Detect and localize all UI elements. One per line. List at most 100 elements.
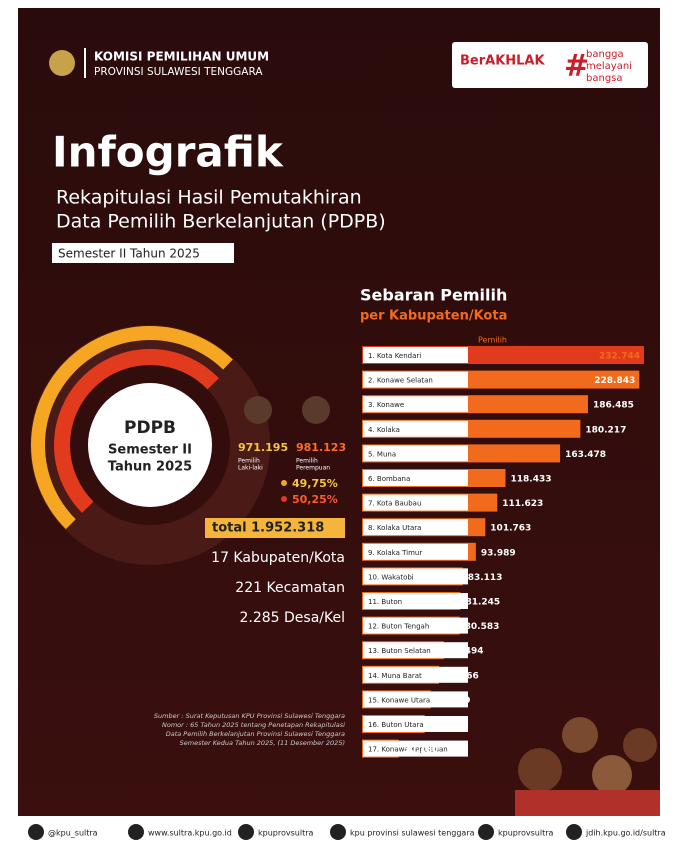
total-box bbox=[205, 518, 345, 538]
social-icon bbox=[238, 824, 254, 840]
value-label: 81.245 bbox=[465, 598, 500, 608]
badge: BerAKHLAK bbox=[460, 54, 545, 69]
category-box bbox=[363, 470, 468, 486]
value-label: 83.113 bbox=[468, 573, 503, 583]
social-handle: jdih.kpu.go.id/sultra bbox=[585, 829, 666, 838]
ring bbox=[30, 325, 270, 565]
chart-subtitle: per Kabupaten/Kota bbox=[360, 309, 507, 324]
social-handle: www.sultra.kpu.go.id bbox=[148, 829, 232, 838]
center-text: Tahun 2025 bbox=[108, 460, 192, 475]
category-box bbox=[363, 691, 468, 708]
fact: 2.285 Desa/Kel bbox=[240, 610, 346, 626]
social-handle: kpuprovsultra bbox=[258, 829, 313, 838]
male-caption: Laki-laki bbox=[238, 465, 263, 472]
social-handle: kpuprovsultra bbox=[498, 829, 553, 838]
source: Semester Kedua Tahun 2025, (11 Desember … bbox=[180, 739, 345, 747]
category-label: 1. Kota Kendari bbox=[368, 352, 421, 360]
subtitle: Rekapitulasi Hasil Pemutakhiran bbox=[56, 187, 362, 209]
chart-title: Sebaran Pemilih bbox=[360, 286, 507, 305]
fact: 221 Kecamatan bbox=[235, 580, 345, 596]
male-count: 971.195 bbox=[238, 441, 288, 454]
social-icon bbox=[128, 824, 144, 840]
value-label: 30.180 bbox=[404, 745, 439, 755]
value-label: 80.583 bbox=[465, 622, 500, 632]
category-box bbox=[363, 543, 468, 560]
female-arc bbox=[53, 348, 219, 513]
category-label: 3. Konawe bbox=[368, 401, 404, 409]
category-box bbox=[363, 445, 468, 462]
social-icon bbox=[566, 824, 582, 840]
category-box bbox=[363, 420, 468, 437]
value-label: 180.217 bbox=[585, 425, 626, 435]
ring-track bbox=[30, 325, 270, 565]
category-box bbox=[363, 568, 468, 585]
source: Sumber : Surat Keputusan KPU Provinsi Su… bbox=[154, 712, 345, 720]
value-label: 56.739 bbox=[436, 696, 471, 706]
social-icon bbox=[28, 824, 44, 840]
category-label: 11. Buton bbox=[368, 598, 402, 606]
category-label: 16. Buton Utara bbox=[368, 721, 424, 729]
slogan: bangsa bbox=[586, 73, 623, 84]
category-label: 8. Kolaka Utara bbox=[368, 524, 421, 532]
social-icon bbox=[330, 824, 346, 840]
male-arc bbox=[31, 326, 233, 530]
category-label: 12. Buton Tengah bbox=[368, 623, 429, 631]
category-label: 10. Wakatobi bbox=[368, 573, 414, 581]
source: Data Pemilih Berkelanjutan Provinsi Sula… bbox=[166, 730, 345, 738]
social-icon bbox=[478, 824, 494, 840]
value-label: 51.813 bbox=[430, 721, 465, 731]
divider bbox=[84, 48, 86, 78]
category-box bbox=[363, 617, 468, 634]
female-percent: 50,25% bbox=[292, 493, 338, 506]
org: KOMISI PEMILIHAN UMUM bbox=[94, 50, 269, 64]
category-label: 9. Kolaka Timur bbox=[368, 549, 422, 557]
badge-box bbox=[452, 42, 648, 88]
female-count: 981.123 bbox=[296, 441, 346, 454]
category-box bbox=[363, 519, 468, 536]
value-label: 228.843 bbox=[594, 376, 635, 386]
people-illustration bbox=[515, 717, 660, 816]
center-text: PDPB bbox=[124, 418, 176, 438]
category-label: 14. Muna Barat bbox=[368, 672, 422, 680]
period: Semester II Tahun 2025 bbox=[58, 247, 200, 261]
category-label: 17. Konawe Kepulauan bbox=[368, 746, 448, 754]
title: Infografik bbox=[52, 128, 284, 177]
value-label: 101.763 bbox=[490, 524, 531, 534]
slogan: bangga bbox=[586, 49, 624, 60]
category-label: 15. Konawe Utara bbox=[368, 696, 430, 704]
category-label: 13. Buton Selatan bbox=[368, 647, 431, 655]
male-dot bbox=[281, 480, 287, 486]
female-dot bbox=[281, 496, 287, 502]
value-label: 163.478 bbox=[565, 450, 606, 460]
value-label: 186.485 bbox=[593, 401, 634, 411]
source: Nomor : 65 Tahun 2025 tentang Penetapan … bbox=[162, 721, 345, 729]
category-label: 5. Muna bbox=[368, 450, 396, 458]
value-label: 63.566 bbox=[444, 671, 479, 681]
bar-chart: 1. Kota Kendari 232.744 2. Konawe Selatan 2… bbox=[362, 346, 644, 758]
center-text: Semester II bbox=[108, 443, 192, 458]
category-box bbox=[363, 494, 468, 511]
value-label: 93.989 bbox=[481, 548, 516, 558]
category-box bbox=[363, 716, 468, 732]
center-disc bbox=[88, 383, 212, 507]
category-label: 7. Kota Baubau bbox=[368, 500, 421, 508]
category-box bbox=[363, 740, 468, 757]
male-caption: Pemilih bbox=[238, 458, 260, 465]
value-axis-label: Pemilih bbox=[478, 336, 507, 345]
value-label: 67.494 bbox=[449, 647, 484, 657]
category-box bbox=[363, 396, 468, 413]
value-label: 111.623 bbox=[502, 499, 543, 509]
category-box bbox=[363, 666, 468, 683]
hash: # bbox=[564, 49, 589, 84]
category-label: 4. Kolaka bbox=[368, 426, 400, 434]
category-label: 6. Bombana bbox=[368, 475, 410, 483]
value-label: 232.744 bbox=[599, 352, 640, 362]
fact: 17 Kabupaten/Kota bbox=[211, 550, 345, 566]
period-box bbox=[52, 243, 234, 263]
social-handle: @kpu_sultra bbox=[48, 829, 98, 838]
female-caption: Perempuan bbox=[296, 465, 330, 472]
logo bbox=[49, 50, 75, 76]
male-icon bbox=[244, 396, 272, 424]
footer: @kpu_sultra www.sultra.kpu.go.id kpuprovsu… bbox=[28, 824, 666, 840]
region: PROVINSI SULAWESI TENGGARA bbox=[94, 66, 263, 78]
